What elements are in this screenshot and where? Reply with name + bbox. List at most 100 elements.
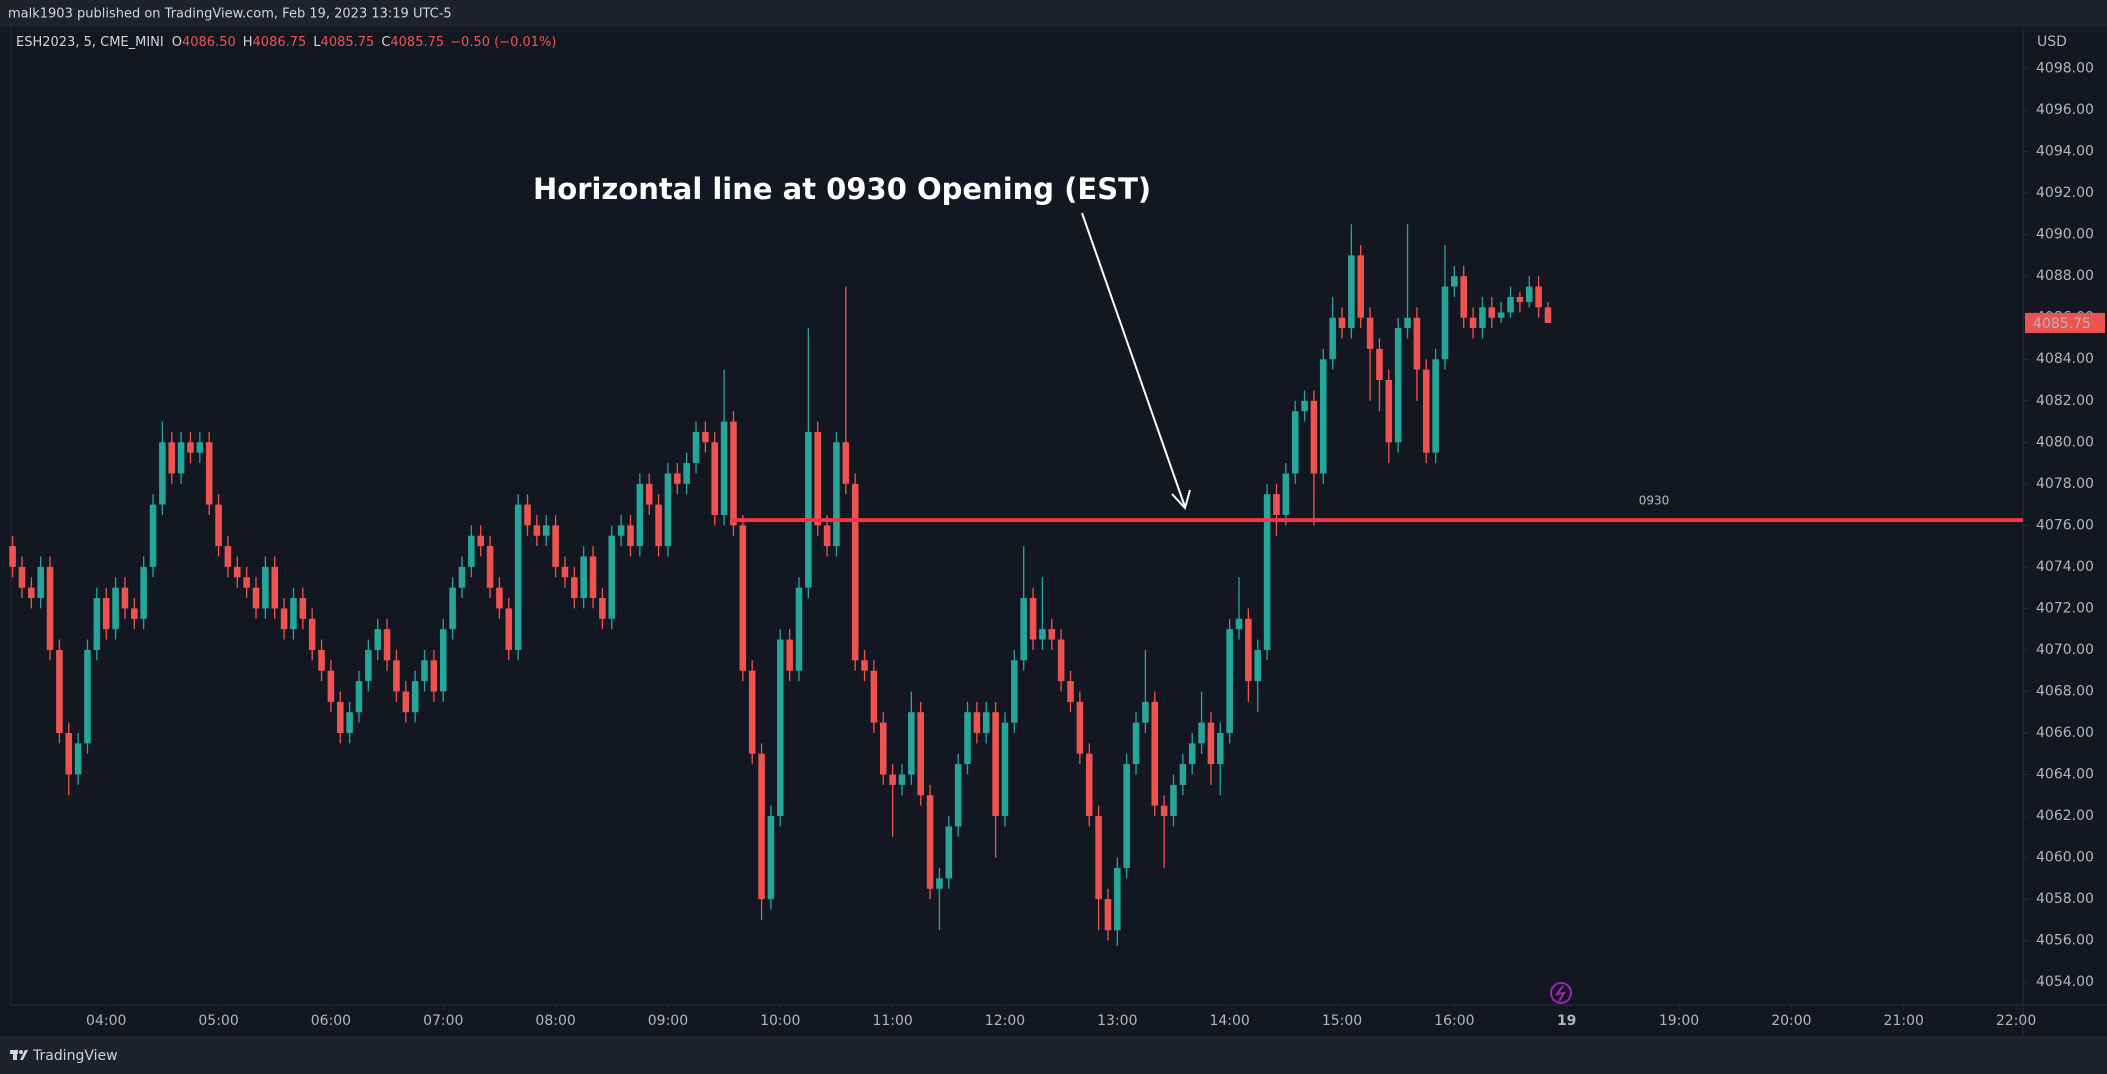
candle-body (954, 764, 962, 827)
candle-body (786, 639, 793, 671)
y-tick-label: 4098.00 (2036, 61, 2094, 77)
candle-body (542, 525, 550, 536)
candle-body (1245, 618, 1252, 682)
candle-body (1535, 286, 1542, 308)
candle-body (1301, 400, 1308, 412)
x-tick-label: 04:00 (86, 1013, 126, 1029)
candle-body (664, 473, 672, 547)
y-tick-label: 4082.00 (2036, 393, 2094, 409)
candle-body (814, 431, 822, 526)
last-price-label: 4085.75 (2033, 316, 2091, 332)
legend-value: 4085.75 (390, 35, 444, 50)
candle-body (533, 525, 541, 536)
candle-body (1310, 400, 1318, 474)
candle-body (870, 670, 878, 723)
candle-body (1048, 629, 1056, 640)
candle-body (842, 442, 850, 484)
candle-body (1366, 317, 1374, 349)
candle-body (205, 442, 213, 505)
candle-body (1544, 307, 1552, 323)
legend-key: H (243, 35, 253, 50)
logo-part (20, 1050, 28, 1060)
candle-body (702, 431, 709, 443)
candle-body (1029, 598, 1037, 640)
candle-body (177, 442, 185, 474)
candle-body (280, 608, 288, 630)
candle-body (627, 525, 634, 547)
x-tick-label: 15:00 (1322, 1013, 1362, 1029)
y-tick-label: 4090.00 (2036, 227, 2094, 243)
y-tick-label: 4068.00 (2036, 683, 2094, 699)
candle-body (1085, 753, 1093, 817)
legend-value: 4085.75 (321, 35, 375, 50)
candle-body (215, 504, 222, 547)
y-tick-label: 4056.00 (2036, 933, 2094, 949)
candle-body (692, 431, 700, 464)
candle-body (252, 587, 260, 609)
candle-body (982, 712, 990, 733)
candle-body (833, 442, 840, 547)
y-tick-label: 4094.00 (2036, 144, 2094, 160)
candle-body (1179, 764, 1187, 785)
candle-body (1188, 743, 1196, 765)
x-tick-label: 13:00 (1097, 1013, 1137, 1029)
x-tick-label: 19 (1557, 1013, 1576, 1029)
candle-body (65, 732, 73, 775)
candle-body (1217, 732, 1224, 765)
candle-body (159, 442, 166, 505)
candle-body (926, 795, 934, 889)
candle-body (936, 878, 943, 889)
candle-body (1525, 286, 1533, 303)
candle-body (1376, 348, 1383, 380)
legend: ESH2023, 5, CME_MINI O4086.50 H4086.75 L408… (16, 35, 556, 50)
candle-body (46, 566, 54, 650)
legend-value: 4086.75 (253, 35, 307, 50)
candle-body (908, 712, 915, 775)
publisher-text: malk1903 published on TradingView.com, F… (8, 7, 452, 22)
icon-circle (1550, 982, 1572, 1004)
candle-body (898, 774, 906, 785)
candle-body (1497, 312, 1505, 318)
candle-body (608, 535, 616, 619)
candle-body (1160, 805, 1168, 817)
y-tick-label: 4066.00 (2036, 725, 2094, 741)
candle-body (823, 525, 831, 547)
candle-body (1254, 649, 1262, 682)
candle-body (393, 660, 400, 692)
candle-body (1282, 473, 1290, 515)
candle-body (9, 546, 16, 567)
candle-body (102, 598, 110, 630)
candle-body (28, 587, 35, 599)
candle-body (477, 535, 484, 547)
candle-body (758, 753, 765, 900)
candle-body (1011, 660, 1018, 723)
candle-body (496, 587, 503, 609)
candle-body (655, 504, 662, 547)
candle-body (486, 546, 494, 588)
y-tick-label: 4080.00 (2036, 434, 2094, 450)
logo-part (13, 1050, 17, 1060)
candle-body (1432, 359, 1439, 453)
top-bar (0, 0, 2107, 27)
candle-body (1488, 307, 1496, 318)
x-tick-label: 21:00 (1884, 1013, 1924, 1029)
candle-body (1076, 701, 1084, 754)
candle-body (1507, 296, 1514, 313)
candle-body (1348, 255, 1355, 329)
x-tick-label: 14:00 (1209, 1013, 1249, 1029)
candle-body (112, 587, 119, 630)
candle-body (580, 556, 587, 599)
y-tick-label: 4096.00 (2036, 102, 2094, 118)
candle-body (74, 743, 82, 775)
candle-body (851, 483, 859, 661)
candle-body (383, 629, 391, 661)
candle-body (1469, 317, 1477, 329)
candle-body (84, 649, 91, 744)
candle-body (861, 660, 868, 671)
candle-body (777, 639, 784, 817)
candle-body (1123, 764, 1130, 868)
candle-body (524, 504, 531, 526)
candle-body (1235, 618, 1243, 630)
y-tick-label: 4072.00 (2036, 600, 2094, 616)
